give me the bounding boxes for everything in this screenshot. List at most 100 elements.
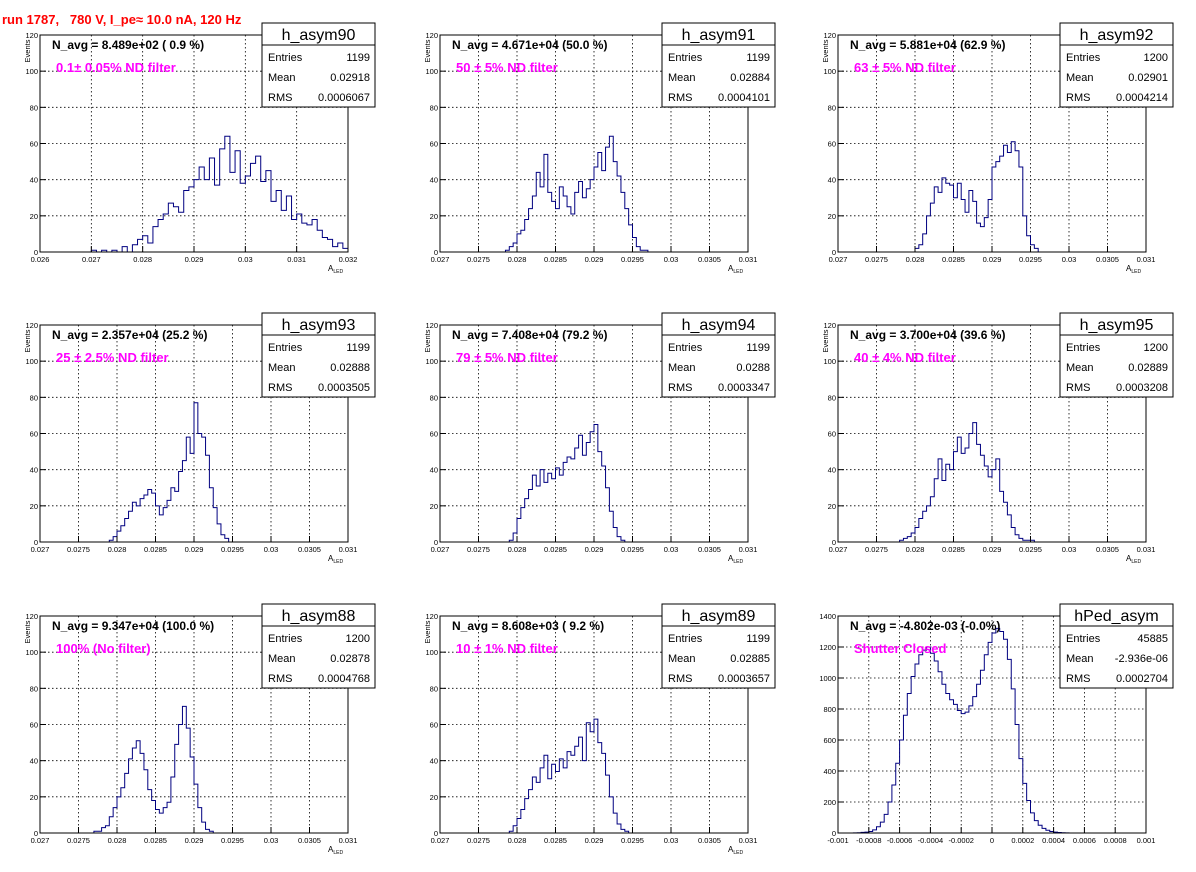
y-tick-label: 80 — [828, 393, 836, 402]
histogram-bar — [189, 187, 194, 252]
histogram-bar — [969, 434, 973, 543]
stats-rms-label: RMS — [268, 673, 292, 685]
histogram-bar — [536, 172, 540, 252]
stats-entries-value: 45885 — [1137, 633, 1168, 645]
histogram-bar — [961, 200, 965, 252]
x-tick-label: 0.029 — [185, 836, 204, 845]
histogram-bar — [996, 162, 1000, 252]
histogram-bar — [250, 163, 255, 252]
histogram-bar — [961, 714, 965, 833]
histogram-bar — [552, 764, 556, 833]
histogram-bar — [579, 435, 583, 542]
histogram-bar — [579, 181, 583, 252]
histogram-bar — [977, 223, 981, 252]
y-axis-label: Events — [423, 620, 432, 643]
x-tick-label: 0.031 — [739, 836, 758, 845]
stats-rms-value: 0.0003208 — [1116, 382, 1168, 394]
histogram-bar — [973, 423, 977, 542]
histogram-bar — [950, 700, 954, 833]
y-tick-label: 0 — [34, 248, 38, 257]
histogram-bar — [213, 508, 217, 542]
histogram-bar — [1007, 659, 1011, 833]
x-tick-label: 0.029 — [585, 255, 604, 264]
histogram-bar — [1011, 689, 1015, 833]
x-tick-label: 0.03 — [664, 255, 679, 264]
stats-rms-label: RMS — [268, 382, 292, 394]
histogram-bar — [609, 511, 613, 542]
y-tick-label: 100 — [25, 67, 38, 76]
x-tick-label: 0.029 — [585, 545, 604, 554]
histogram-bar — [992, 633, 996, 833]
histogram-bar — [563, 462, 567, 542]
x-tick-label: 0.027 — [31, 545, 50, 554]
navg-label: N_avg = 3.700e+04 (39.6 %) — [850, 328, 1005, 342]
histogram-bar — [907, 694, 911, 834]
stats-rms-value: 0.0004214 — [1116, 92, 1168, 104]
histogram-bar — [307, 225, 312, 252]
histogram-bar — [582, 198, 586, 252]
x-tick-label: 0.0305 — [698, 255, 721, 264]
histogram-bar — [266, 171, 271, 252]
histogram-bar — [179, 471, 183, 542]
y-tick-label: 400 — [823, 767, 836, 776]
y-axis-label: Events — [821, 329, 830, 352]
y-tick-label: 20 — [430, 212, 438, 221]
histogram-bar — [117, 797, 121, 833]
histogram-bar — [915, 528, 919, 542]
x-tick-label: 0.0295 — [621, 836, 644, 845]
stats-entries-label: Entries — [268, 342, 303, 354]
histogram-bar — [1015, 535, 1019, 542]
histogram-bar — [245, 176, 250, 252]
filter-label: 40 ± 4% ND filter — [854, 350, 956, 365]
histogram-bar — [617, 824, 621, 833]
histogram-bar — [312, 219, 317, 252]
histogram-bar — [927, 216, 931, 252]
y-axis-label: Events — [23, 39, 32, 62]
y-tick-label: 0 — [34, 829, 38, 838]
stats-rms-value: 0.0004768 — [318, 673, 370, 685]
x-tick-label: 0.0285 — [544, 255, 567, 264]
stats-rms-label: RMS — [268, 92, 292, 104]
stats-box — [1059, 22, 1174, 108]
histogram-panel-h_asym95: 0.027 0.0275 0.028 0.0285 0.029 0.0295 0.03 0.0… — [821, 312, 1174, 565]
y-tick-label: 120 — [823, 31, 836, 40]
y-tick-label: 80 — [30, 103, 38, 112]
filter-label: 50 ± 5% ND filter — [456, 60, 558, 75]
stats-entries-label: Entries — [668, 342, 703, 354]
histogram-bar — [105, 826, 109, 833]
x-tick-label: 0.0275 — [67, 836, 90, 845]
y-tick-label: 600 — [823, 736, 836, 745]
histogram-bar — [173, 207, 178, 252]
histogram-bar — [950, 185, 954, 252]
histogram-bar — [996, 459, 1000, 542]
histogram-bar — [536, 782, 540, 833]
stats-entries-value: 1200 — [1144, 52, 1168, 64]
histogram-bar — [121, 788, 125, 833]
stats-histogram-name: h_asym88 — [282, 608, 356, 625]
histogram-bar — [915, 248, 919, 252]
x-tick-label: 0.03 — [238, 255, 253, 264]
histogram-bar — [590, 732, 594, 833]
histogram-bar — [148, 490, 152, 542]
histogram-bar — [240, 183, 245, 252]
y-tick-label: 120 — [425, 31, 438, 40]
stats-entries-label: Entries — [1066, 342, 1101, 354]
histogram-bar — [1007, 153, 1011, 252]
histogram-bar — [609, 136, 613, 252]
histogram-bar — [198, 434, 202, 543]
histogram-bar — [606, 488, 610, 542]
histogram-bar — [594, 719, 598, 833]
histogram-bar — [217, 524, 221, 542]
y-tick-label: 20 — [828, 212, 836, 221]
histogram-bar — [946, 694, 950, 834]
y-tick-label: 20 — [430, 502, 438, 511]
histogram-bar — [938, 672, 942, 833]
x-tick-label: 0.0285 — [544, 545, 567, 554]
histogram-bar — [923, 511, 927, 542]
histogram-bar — [969, 706, 973, 833]
histogram-bar — [938, 192, 942, 252]
histogram-bar — [1004, 639, 1008, 833]
histogram-bar — [182, 461, 186, 542]
histogram-bar — [521, 809, 525, 833]
histogram-bar — [221, 535, 225, 542]
